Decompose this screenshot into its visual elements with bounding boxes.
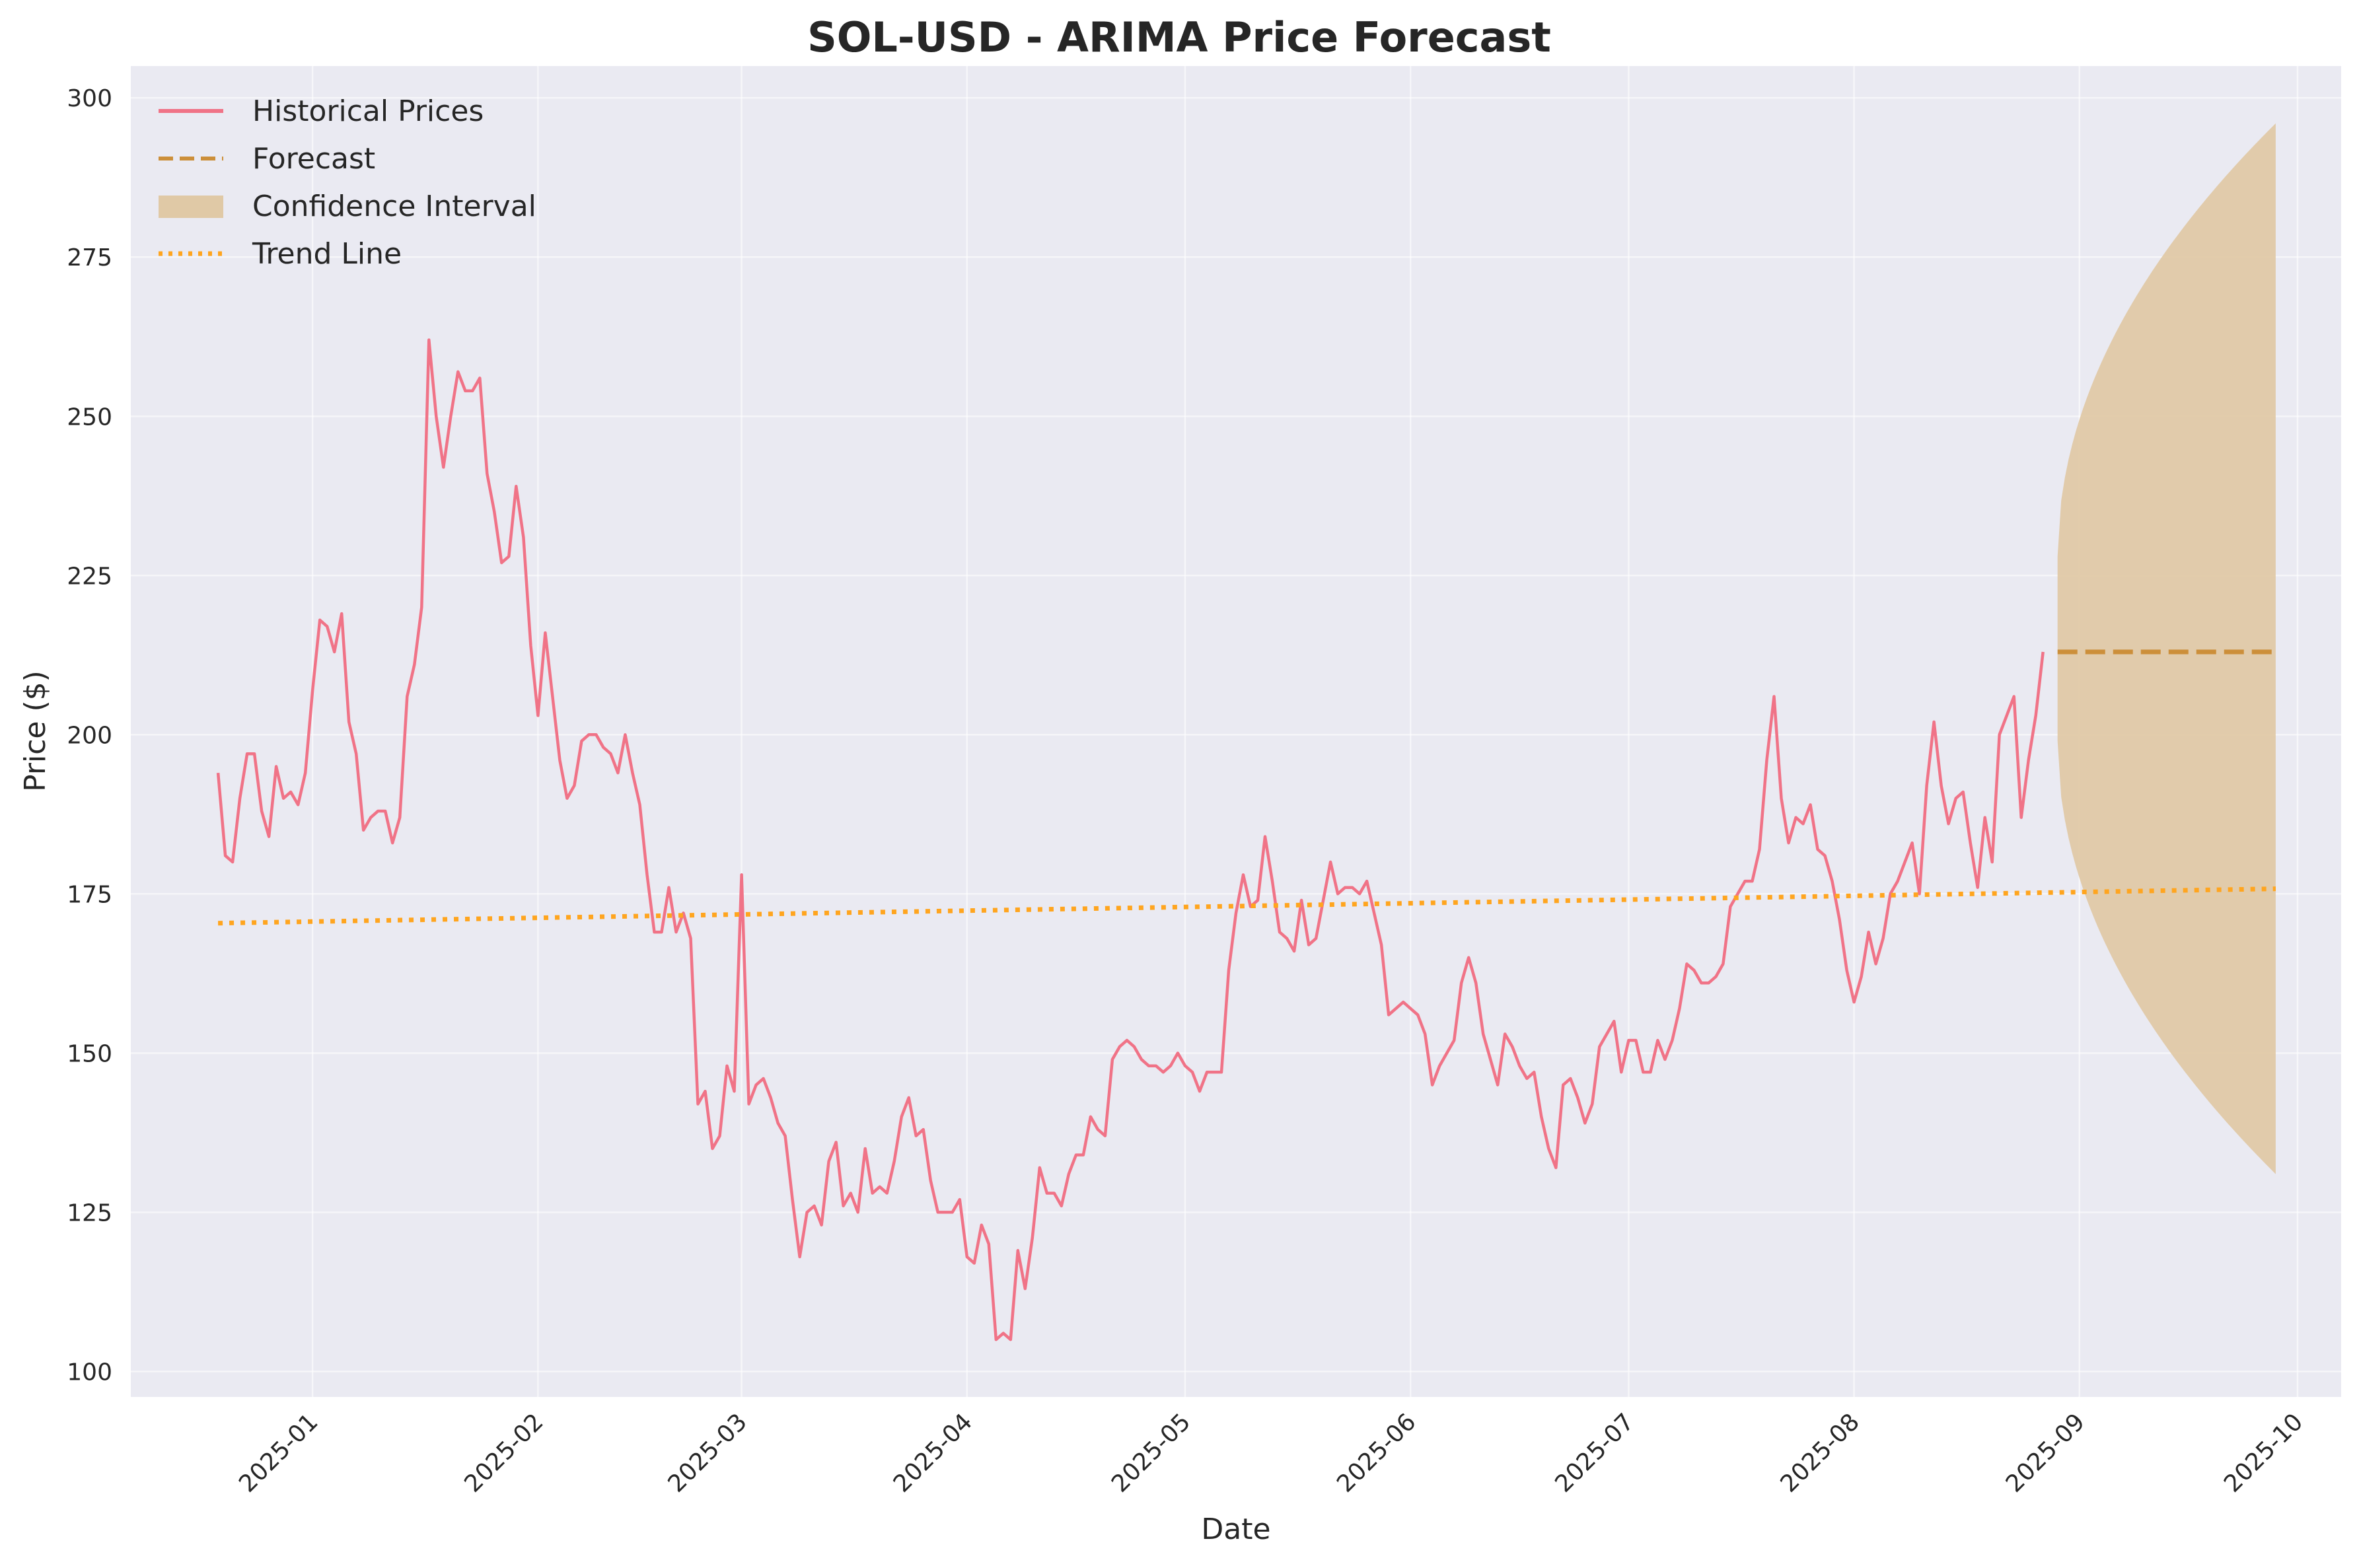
y-tick-label: 225 [67,563,112,590]
y-axis-label: Price ($) [18,670,52,792]
legend-label: Trend Line [252,237,402,271]
legend-item: Historical Prices [159,94,484,128]
y-tick-label: 250 [67,404,112,431]
x-axis-label: Date [1201,1513,1270,1546]
y-tick-label: 100 [67,1359,112,1386]
legend-label: Confidence Interval [252,190,536,223]
x-tick-label: 2025-03 [663,1408,752,1497]
historical-prices-line [216,338,2045,1341]
x-tick-label: 2025-01 [234,1408,323,1497]
x-tick-label: 2025-05 [1107,1408,1196,1497]
y-tick-label: 150 [67,1040,112,1067]
plot-background [131,66,2341,1397]
legend-item: Forecast [159,142,375,176]
x-tick-label: 2025-06 [1332,1408,1421,1497]
x-tick-label: 2025-09 [2001,1408,2090,1497]
legend-label: Historical Prices [252,94,484,128]
x-tick-label: 2025-08 [1776,1408,1865,1497]
y-tick-label: 125 [67,1199,112,1227]
legend-item: Confidence Interval [159,190,536,223]
x-tick-label: 2025-10 [2219,1408,2308,1497]
series-layer [216,123,2276,1341]
legend-label: Forecast [252,142,375,176]
x-tick-label: 2025-02 [459,1408,548,1497]
x-tick-label: 2025-04 [889,1408,978,1497]
y-tick-label: 275 [67,244,112,271]
legend-item: Trend Line [159,237,402,271]
legend: Historical Prices Forecast Confidence Inte… [159,94,536,271]
x-tick-label: 2025-07 [1550,1408,1639,1497]
y-tick-label: 300 [67,85,112,112]
confidence-interval-band [2057,123,2276,1174]
y-tick-label: 200 [67,722,112,749]
chart-title: SOL-USD - ARIMA Price Forecast [807,13,1551,61]
legend-swatch [159,196,223,218]
y-tick-label: 175 [67,881,112,908]
